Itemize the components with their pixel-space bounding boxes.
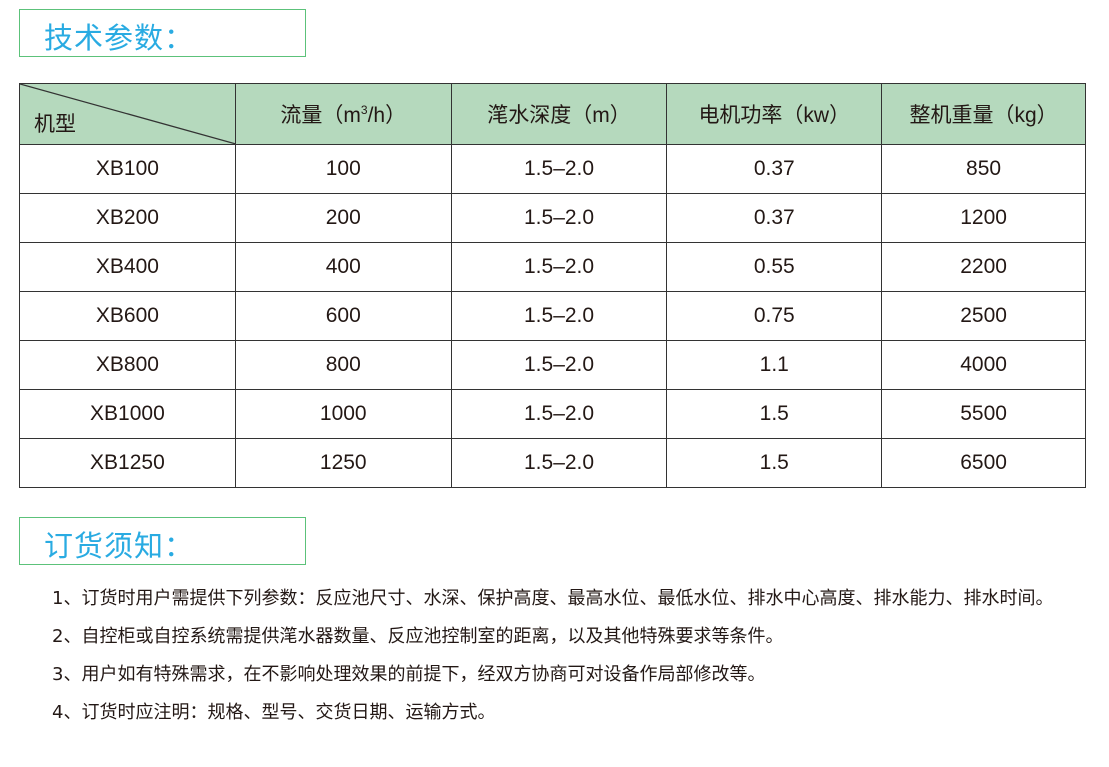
table-cell: 1.1 <box>666 340 883 390</box>
table-cell: 0.37 <box>666 193 883 243</box>
table-cell: XB1000 <box>19 389 236 439</box>
table-cell: XB400 <box>19 242 236 292</box>
table-cell: 1.5–2.0 <box>450 193 668 243</box>
table-cell: 400 <box>234 242 452 292</box>
table-cell: 1.5–2.0 <box>450 144 668 194</box>
section-title: 技术参数： <box>44 21 195 55</box>
table-header-row: 机型 流量（m3/h） 滗水深度（m） 电机功率（kw） 整机重量（kg） <box>19 83 1086 145</box>
header-weight: 整机重量（kg） <box>881 83 1086 145</box>
table-row: XB200 200 1.5–2.0 0.37 1200 <box>19 193 1086 243</box>
header-depth: 滗水深度（m） <box>450 83 668 145</box>
table-row: XB100 100 1.5–2.0 0.37 850 <box>19 144 1086 194</box>
section-title-box-ordering: 订货须知： <box>19 517 306 565</box>
table-cell: 1.5–2.0 <box>450 438 668 488</box>
table-row: XB400 400 1.5–2.0 0.55 2200 <box>19 242 1086 292</box>
table-cell: XB100 <box>19 144 236 194</box>
section-title-box-tech-params: 技术参数： <box>19 9 306 57</box>
table-cell: 1250 <box>234 438 452 488</box>
section-title: 订货须知： <box>44 529 195 563</box>
table-cell: 600 <box>234 291 452 341</box>
table-cell: 1.5 <box>666 438 883 488</box>
table-cell: XB800 <box>19 340 236 390</box>
table-cell: 1.5–2.0 <box>450 389 668 439</box>
table-cell: XB600 <box>19 291 236 341</box>
header-model: 机型 <box>19 83 236 145</box>
note-item: 4、订货时应注明：规格、型号、交货日期、运输方式。 <box>52 702 496 723</box>
table-cell: 100 <box>234 144 452 194</box>
table-cell: 5500 <box>881 389 1086 439</box>
table-row: XB1000 1000 1.5–2.0 1.5 5500 <box>19 389 1086 439</box>
header-flow: 流量（m3/h） <box>234 83 452 145</box>
table-cell: 1.5–2.0 <box>450 340 668 390</box>
header-power: 电机功率（kw） <box>666 83 883 145</box>
note-item: 1、订货时用户需提供下列参数：反应池尺寸、水深、保护高度、最高水位、最低水位、排… <box>52 588 1054 609</box>
table-cell: 1200 <box>881 193 1086 243</box>
table-cell: 1.5–2.0 <box>450 242 668 292</box>
table-cell: 1000 <box>234 389 452 439</box>
table-row: XB1250 1250 1.5–2.0 1.5 6500 <box>19 438 1086 488</box>
table-row: XB600 600 1.5–2.0 0.75 2500 <box>19 291 1086 341</box>
table-cell: XB200 <box>19 193 236 243</box>
table-cell: 200 <box>234 193 452 243</box>
table-cell: 1.5–2.0 <box>450 291 668 341</box>
spec-table: 机型 流量（m3/h） 滗水深度（m） 电机功率（kw） 整机重量（kg） XB… <box>19 83 1086 488</box>
table-cell: 0.75 <box>666 291 883 341</box>
ordering-notes: 1、订货时用户需提供下列参数：反应池尺寸、水深、保护高度、最高水位、最低水位、排… <box>19 580 1104 732</box>
table-cell: 4000 <box>881 340 1086 390</box>
table-cell: 1.5 <box>666 389 883 439</box>
table-cell: 6500 <box>881 438 1086 488</box>
table-cell: 2500 <box>881 291 1086 341</box>
table-cell: 800 <box>234 340 452 390</box>
table-row: XB800 800 1.5–2.0 1.1 4000 <box>19 340 1086 390</box>
table-cell: XB1250 <box>19 438 236 488</box>
note-item: 2、自控柜或自控系统需提供滗水器数量、反应池控制室的距离，以及其他特殊要求等条件… <box>52 626 784 647</box>
table-cell: 850 <box>881 144 1086 194</box>
table-cell: 0.55 <box>666 242 883 292</box>
table-cell: 0.37 <box>666 144 883 194</box>
table-cell: 2200 <box>881 242 1086 292</box>
note-item: 3、用户如有特殊需求，在不影响处理效果的前提下，经双方协商可对设备作局部修改等。 <box>52 664 766 685</box>
diagonal-divider <box>20 84 236 144</box>
